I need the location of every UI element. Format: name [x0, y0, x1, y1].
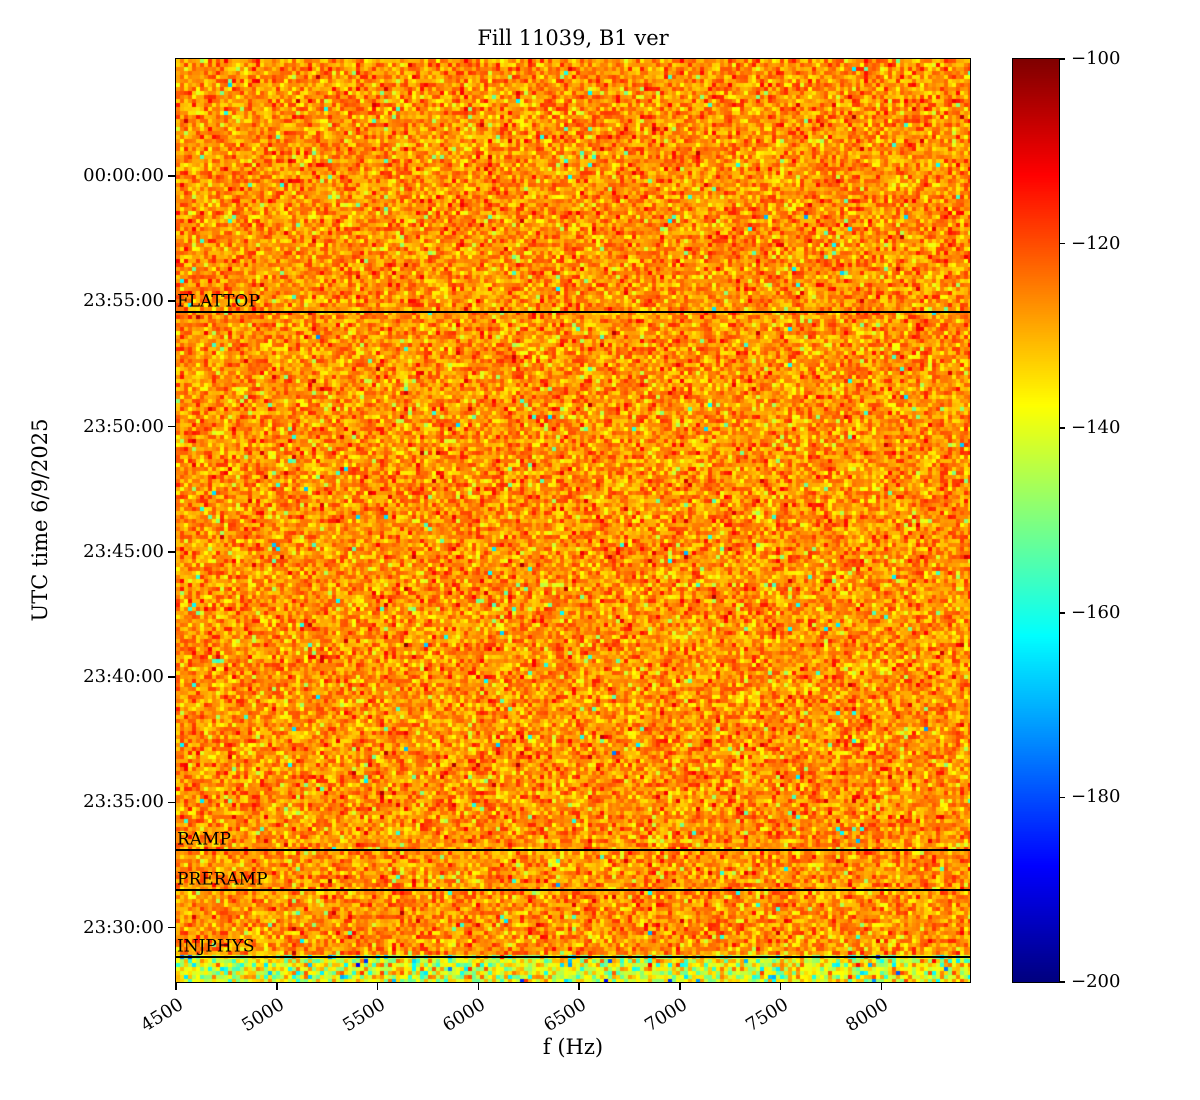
y-tick-mark	[168, 425, 176, 428]
y-tick-mark	[168, 175, 176, 177]
x-tick-mark	[376, 982, 379, 990]
y-tick-mark	[168, 551, 176, 553]
y-tick-mark	[168, 300, 176, 302]
event-label-flattop: FLATTOP	[177, 290, 260, 311]
event-label-injphys: INJPHYS	[177, 936, 255, 957]
x-tick-mark	[276, 982, 278, 990]
colorbar-tick-mark	[1059, 981, 1065, 983]
x-tick-mark	[175, 982, 177, 990]
colorbar-canvas	[1013, 59, 1059, 982]
x-tick-mark	[477, 982, 480, 990]
y-tick-mark	[168, 676, 176, 678]
colorbar-tick-label: −160	[1071, 601, 1121, 623]
colorbar-tick-label: −180	[1071, 786, 1121, 808]
x-tick-mark	[679, 982, 681, 990]
y-tick-label: 23:45:00	[83, 540, 164, 562]
colorbar-tick-mark	[1059, 612, 1065, 614]
y-tick-label: 00:00:00	[83, 164, 164, 186]
colorbar-tick-mark	[1059, 796, 1065, 799]
colorbar	[1012, 58, 1060, 983]
y-tick-label: 23:55:00	[83, 290, 164, 312]
colorbar-tick-label: −120	[1071, 232, 1121, 254]
y-tick-label: 23:30:00	[83, 916, 164, 938]
chart-title: Fill 11039, B1 ver	[477, 26, 669, 50]
event-line-preramp	[176, 889, 970, 892]
y-tick-label: 23:50:00	[83, 415, 164, 437]
y-tick-mark	[168, 801, 176, 804]
heatmap-canvas	[176, 59, 970, 982]
colorbar-tick-mark	[1059, 427, 1065, 429]
heatmap-plot-area: FLATTOP RAMP PRERAMP INJPHYS	[175, 58, 971, 983]
y-tick-mark	[168, 926, 176, 929]
colorbar-tick-label: −140	[1071, 417, 1121, 439]
colorbar-tick-mark	[1059, 242, 1065, 245]
x-axis-label: f (Hz)	[542, 1035, 604, 1059]
colorbar-tick-label: −100	[1071, 48, 1121, 69]
event-label-preramp: PRERAMP	[177, 869, 268, 890]
y-axis-label: UTC time 6/9/2025	[28, 418, 52, 622]
y-tick-label: 23:35:00	[83, 791, 164, 813]
x-tick-mark	[578, 982, 580, 990]
event-line-flattop	[176, 310, 970, 313]
colorbar-tick-label: −200	[1071, 971, 1121, 992]
y-tick-label: 23:40:00	[83, 666, 164, 688]
colorbar-tick-mark	[1059, 58, 1065, 60]
event-line-ramp	[176, 849, 970, 852]
x-tick-mark	[880, 982, 883, 990]
event-label-ramp: RAMP	[177, 829, 231, 850]
event-line-injphys	[176, 955, 970, 958]
x-tick-mark	[779, 982, 782, 990]
